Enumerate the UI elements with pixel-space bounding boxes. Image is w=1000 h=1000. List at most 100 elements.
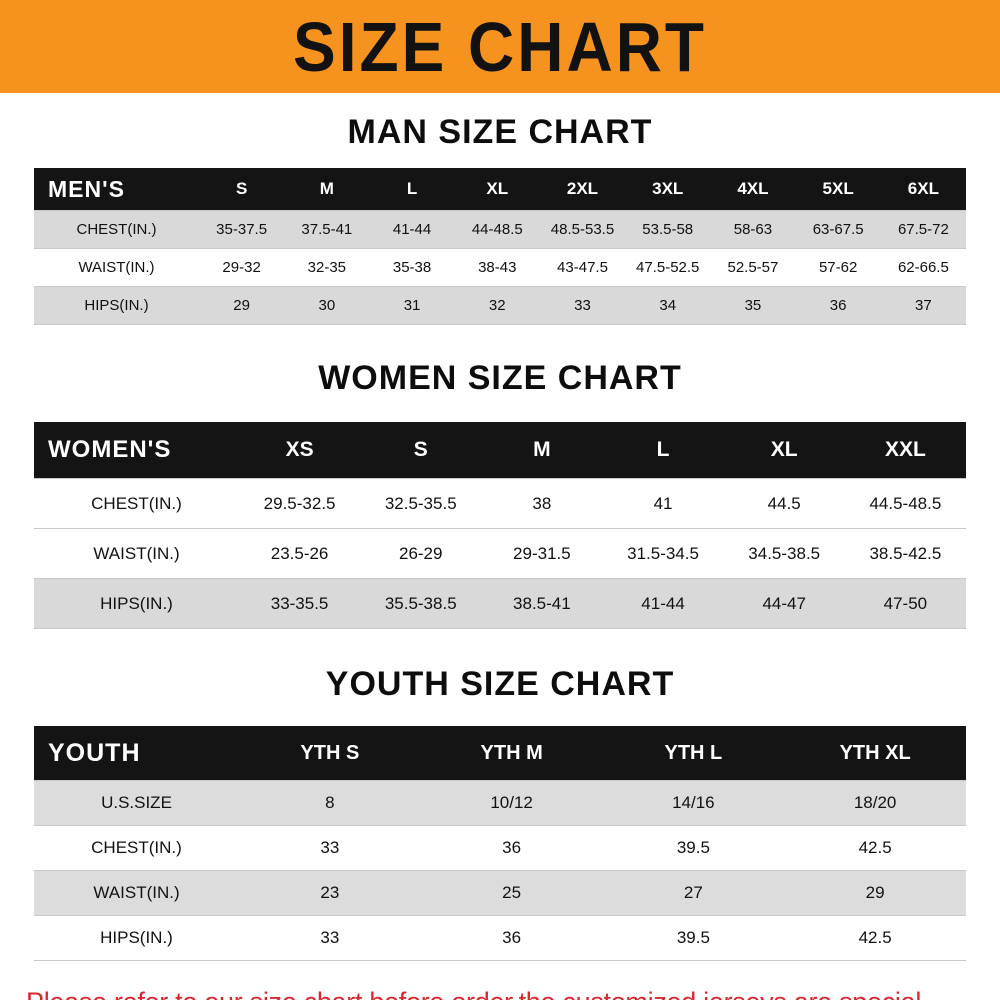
size-value: 38.5-41: [513, 593, 571, 613]
size-column-header: 5XL: [795, 168, 881, 211]
table-title-cell: WOMEN'S: [34, 422, 239, 479]
disclaimer-line-1: Please refer to our size chart before or…: [26, 985, 1000, 1000]
size-value: 26-29: [398, 543, 443, 563]
table-row: HIPS(IN.) 33-35.5 35.5-38.5 38.5-41 41-44 44-…: [34, 578, 966, 629]
size-value: 38.5-42.5: [869, 543, 942, 563]
size-value: 29: [865, 883, 885, 902]
size-value: 23.5-26: [270, 543, 329, 563]
size-column-header: 3XL: [625, 168, 711, 211]
size-value: 29: [233, 297, 250, 314]
row-label: HIPS(IN.): [100, 928, 173, 947]
size-value: 29-32: [222, 259, 261, 276]
size-value: 42.5: [858, 838, 892, 857]
size-value: 39.5: [676, 928, 710, 947]
table-title-cell: MEN'S: [34, 168, 199, 211]
table-header-row: WOMEN'S XS S M L XL XXL: [34, 422, 966, 479]
size-column-header: XXL: [844, 422, 966, 479]
size-value: 42.5: [858, 928, 892, 947]
youth-size-table: YOUTH YTH S YTH M YTH L YTH XL U.S.SIZE 8 10/12…: [34, 726, 966, 961]
size-column-header: 2XL: [539, 168, 626, 211]
size-value: 34: [659, 297, 677, 314]
size-value: 36: [502, 838, 522, 857]
table-title-cell: YOUTH: [34, 726, 239, 781]
size-value: 31.5-34.5: [627, 543, 699, 563]
size-value: 33-35.5: [270, 593, 329, 613]
size-value: 35-38: [392, 259, 432, 276]
table-row: WAIST(IN.) 23 25 27 29: [34, 870, 966, 916]
size-value: 23: [320, 883, 340, 902]
size-value: 35-37.5: [216, 221, 268, 238]
size-value: 10/12: [490, 793, 533, 812]
size-column-header: XS: [239, 422, 361, 479]
table-row: U.S.SIZE 8 10/12 14/16 18/20: [34, 780, 966, 826]
row-label: CHEST(IN.): [91, 838, 182, 857]
size-column-header: YTH XL: [784, 726, 966, 781]
man-size-chart-heading: MAN SIZE CHART: [347, 113, 653, 151]
size-column-header: M: [481, 422, 603, 479]
table-row: WAIST(IN.) 23.5-26 26-29 29-31.5 31.5-34.5 34…: [34, 528, 966, 579]
size-value: 63-67.5: [812, 221, 864, 238]
size-chart-banner: SIZE CHART: [0, 0, 1000, 93]
table-header-row: MEN'S S M L XL 2XL 3XL 4XL 5XL 6XL: [34, 168, 966, 211]
row-label: WAIST(IN.): [93, 543, 180, 563]
size-value: 41-44: [641, 593, 685, 613]
size-value: 36: [502, 928, 522, 947]
table-row: HIPS(IN.) 29 30 31 32 33 34 35 36 37: [34, 286, 966, 325]
size-value: 33: [320, 838, 340, 857]
size-value: 52.5-57: [727, 259, 779, 276]
size-column-header: YTH L: [602, 726, 785, 781]
size-value: 44.5: [767, 493, 801, 513]
disclaimer-text: Please refer to our size chart before or…: [26, 985, 1000, 1000]
size-value: 18/20: [853, 793, 897, 812]
table-header-row: YOUTH YTH S YTH M YTH L YTH XL: [34, 726, 966, 781]
size-column-header: 4XL: [710, 168, 796, 211]
row-label: HIPS(IN.): [100, 593, 173, 613]
size-column-header: L: [369, 168, 455, 211]
youth-size-chart-heading: YOUTH SIZE CHART: [325, 665, 675, 703]
size-value: 33: [320, 928, 340, 947]
row-label: WAIST(IN.): [93, 883, 180, 902]
size-value: 35: [744, 297, 762, 314]
table-row: CHEST(IN.) 33 36 39.5 42.5: [34, 825, 966, 871]
size-value: 47-50: [883, 593, 928, 613]
table-row: HIPS(IN.) 33 36 39.5 42.5: [34, 915, 966, 961]
size-column-header: XL: [723, 422, 845, 479]
size-value: 31: [403, 297, 421, 314]
size-value: 8: [325, 793, 335, 812]
row-label: CHEST(IN.): [91, 493, 182, 513]
size-value: 36: [829, 297, 847, 314]
size-value: 39.5: [676, 838, 710, 857]
row-label: CHEST(IN.): [76, 221, 157, 238]
size-value: 67.5-72: [897, 221, 949, 238]
size-value: 38: [532, 493, 552, 513]
size-value: 53.5-58: [642, 221, 694, 238]
size-value: 29-31.5: [513, 543, 571, 563]
size-value: 30: [318, 297, 336, 314]
size-column-header: M: [284, 168, 370, 211]
size-column-header: YTH M: [420, 726, 603, 781]
size-column-header: 6XL: [880, 168, 966, 211]
size-value: 38-43: [478, 259, 517, 276]
womens-size-table: WOMEN'S XS S M L XL XXL CHEST(IN.) 29.5-32.5 32.5…: [34, 422, 966, 629]
size-chart-title: SIZE CHART: [293, 7, 707, 86]
size-value: 62-66.5: [897, 259, 949, 276]
size-value: 33: [574, 297, 591, 314]
table-row: WAIST(IN.) 29-32 32-35 35-38 38-43 43-47.5 47.…: [34, 248, 966, 287]
size-value: 29.5-32.5: [263, 493, 336, 513]
women-size-chart-heading: WOMEN SIZE CHART: [318, 359, 682, 397]
size-value: 37: [915, 297, 932, 314]
size-value: 48.5-53.5: [550, 221, 615, 238]
row-label: WAIST(IN.): [78, 259, 155, 276]
size-value: 14/16: [672, 793, 715, 812]
size-column-header: S: [360, 422, 482, 479]
size-value: 47.5-52.5: [636, 259, 700, 276]
size-value: 37.5-41: [301, 221, 353, 238]
size-value: 32-35: [307, 259, 347, 276]
size-value: 43-47.5: [557, 259, 608, 276]
size-value: 41-44: [392, 221, 432, 238]
size-value: 34.5-38.5: [748, 543, 821, 563]
size-value: 27: [683, 883, 703, 902]
size-value: 32.5-35.5: [384, 493, 457, 513]
size-column-header: XL: [454, 168, 540, 211]
size-column-header: S: [199, 168, 285, 211]
